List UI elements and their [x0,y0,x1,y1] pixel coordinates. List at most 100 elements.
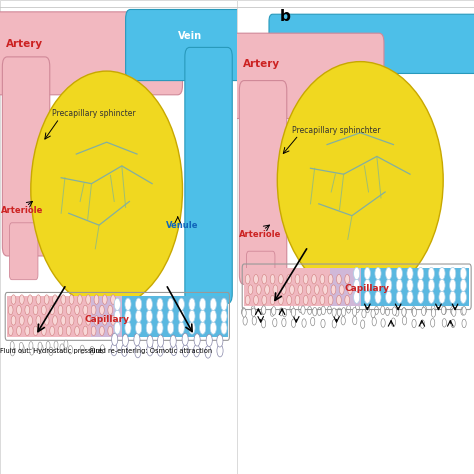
Circle shape [342,308,346,316]
Circle shape [354,291,360,303]
Circle shape [41,305,46,315]
Circle shape [146,310,153,322]
Circle shape [313,308,317,316]
Circle shape [168,322,174,334]
Circle shape [135,346,141,358]
Circle shape [10,347,15,356]
Circle shape [395,308,399,316]
Circle shape [17,326,21,336]
Bar [244,268,338,306]
Circle shape [430,319,435,327]
Circle shape [157,335,164,347]
Circle shape [449,267,456,280]
Circle shape [345,295,349,305]
Circle shape [460,279,466,292]
Circle shape [157,298,163,310]
FancyBboxPatch shape [2,57,50,256]
Circle shape [402,316,407,325]
Circle shape [221,310,227,322]
Circle shape [279,274,283,284]
Circle shape [439,279,445,292]
FancyBboxPatch shape [269,14,474,73]
Circle shape [50,326,55,336]
Circle shape [418,291,424,303]
Circle shape [25,326,29,336]
Circle shape [381,319,385,327]
Circle shape [279,295,283,305]
Circle shape [108,305,113,315]
Circle shape [411,307,416,315]
Circle shape [318,308,321,316]
Circle shape [147,344,153,356]
Circle shape [262,306,266,314]
Circle shape [39,345,43,353]
Circle shape [462,307,466,315]
Circle shape [217,335,223,347]
Circle shape [292,319,296,328]
Circle shape [90,346,94,355]
Circle shape [251,308,255,317]
Circle shape [321,306,326,315]
Circle shape [58,326,63,336]
Circle shape [134,334,140,346]
Circle shape [189,298,195,310]
Circle shape [122,334,128,346]
Text: Fluid out: Hydrostatic pressure: Fluid out: Hydrostatic pressure [0,348,102,354]
Circle shape [27,316,32,325]
Circle shape [418,267,424,280]
Circle shape [100,305,104,315]
Circle shape [290,305,294,313]
Circle shape [36,316,41,325]
Circle shape [374,306,379,314]
Circle shape [69,316,74,325]
Circle shape [46,341,50,349]
Circle shape [100,326,104,336]
Circle shape [108,326,113,336]
Circle shape [386,291,392,303]
Text: Capillary: Capillary [84,316,129,324]
Circle shape [264,285,269,294]
Circle shape [111,333,118,346]
Circle shape [439,267,445,280]
Circle shape [146,322,153,334]
Circle shape [353,316,357,325]
Circle shape [375,267,381,280]
Circle shape [402,308,406,316]
Circle shape [54,341,58,349]
Circle shape [442,319,447,327]
Circle shape [210,322,217,334]
Circle shape [431,309,436,317]
Circle shape [125,310,131,322]
Circle shape [431,305,435,313]
Circle shape [66,305,71,315]
FancyBboxPatch shape [185,47,232,303]
Circle shape [412,319,416,328]
FancyBboxPatch shape [126,9,242,81]
Circle shape [396,279,402,292]
Circle shape [221,322,227,334]
Circle shape [449,279,456,292]
Circle shape [193,345,200,357]
Circle shape [354,279,360,292]
Circle shape [375,291,381,303]
Circle shape [25,305,29,315]
Circle shape [114,322,120,334]
Circle shape [328,295,333,305]
Circle shape [441,306,446,315]
Circle shape [200,310,206,322]
Circle shape [205,346,211,358]
Circle shape [27,295,32,304]
Circle shape [17,305,21,315]
Circle shape [83,326,88,336]
Circle shape [381,306,385,315]
Circle shape [125,322,131,334]
Circle shape [125,298,131,310]
Circle shape [261,307,265,315]
Circle shape [270,295,275,305]
Bar [7,296,100,337]
Circle shape [110,295,116,304]
Circle shape [386,267,392,280]
Circle shape [110,316,116,325]
Circle shape [91,305,96,315]
Circle shape [449,291,456,303]
